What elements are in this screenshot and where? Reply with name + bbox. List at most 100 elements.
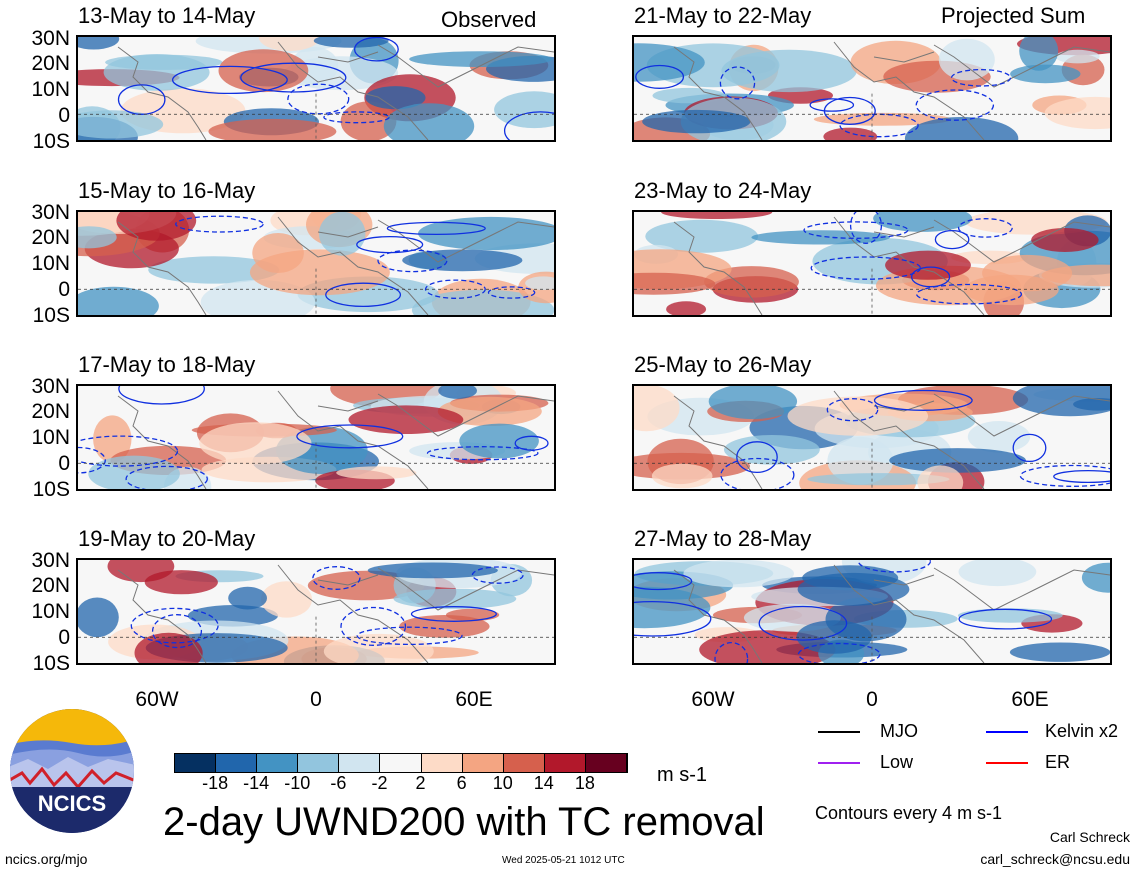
kelvin-contour xyxy=(839,113,919,138)
anomaly-shade xyxy=(958,560,1037,587)
footer-author: Carl Schreck xyxy=(1049,829,1130,845)
anomaly-shade xyxy=(873,212,973,232)
kelvin-contour xyxy=(117,84,166,115)
anomaly-shade xyxy=(144,570,218,595)
anomaly-shade xyxy=(438,386,477,399)
coastline xyxy=(117,41,554,140)
anomaly-shade xyxy=(807,473,950,486)
kelvin-contour xyxy=(958,608,1053,630)
kelvin-contour xyxy=(171,65,288,95)
anomaly-shade xyxy=(661,212,773,219)
logo-text: NCICS xyxy=(38,791,106,816)
anomaly-shade xyxy=(1010,64,1081,84)
anomaly-shade xyxy=(340,101,397,140)
kelvin-contour xyxy=(1019,464,1110,487)
anomaly-shade xyxy=(823,127,878,140)
coastline xyxy=(673,390,1110,489)
panel-title: 27-May to 28-May xyxy=(634,526,812,551)
map-field xyxy=(78,37,554,140)
coastline xyxy=(117,564,554,663)
anomaly-shade xyxy=(459,423,539,459)
kelvin-contour xyxy=(823,96,876,125)
colorbar-tick-label: 18 xyxy=(574,773,595,793)
kelvin-contour xyxy=(78,446,106,474)
main-title: 2-day UWND200 with TC removal xyxy=(163,800,765,844)
colorbar-tick-label: 2 xyxy=(415,773,426,793)
anomaly-shade xyxy=(437,396,542,426)
footer-url: ncics.org/mjo xyxy=(5,851,88,867)
panel-title: 13-May to 14-May xyxy=(78,3,256,28)
lat-label: 0 xyxy=(58,626,70,649)
kelvin-contour xyxy=(356,626,463,646)
anomaly-shade xyxy=(323,633,434,663)
anomaly-shade xyxy=(885,250,971,280)
panel-tag-observed: Observed xyxy=(441,7,537,32)
map-field xyxy=(634,386,1110,489)
lat-label: 10S xyxy=(32,652,70,675)
lon-label: 60W xyxy=(691,688,735,711)
map-panel xyxy=(76,35,556,142)
panel-title: 17-May to 18-May xyxy=(78,352,256,377)
anomaly-shade xyxy=(1044,96,1110,130)
lon-label: 60E xyxy=(1011,688,1049,711)
anomaly-shade xyxy=(148,256,280,284)
kelvin-contour xyxy=(736,441,778,474)
lat-label: 0 xyxy=(58,278,70,301)
anomaly-shade xyxy=(367,562,498,579)
anomaly-shade xyxy=(336,466,417,480)
anomaly-shade xyxy=(218,49,309,93)
legend-swatch-kelvin xyxy=(986,731,1028,733)
anomaly-shade xyxy=(258,37,320,52)
anomaly-shade xyxy=(116,212,197,241)
lat-label: 20N xyxy=(31,574,70,597)
kelvin-contour xyxy=(151,614,203,649)
kelvin-contour xyxy=(125,465,208,489)
lon-label: 0 xyxy=(866,688,878,711)
kelvin-contour xyxy=(915,283,1023,305)
anomaly-shade xyxy=(1009,642,1110,662)
lat-label: 10N xyxy=(31,600,70,623)
map-panel xyxy=(632,35,1112,142)
kelvin-contour xyxy=(719,66,756,100)
kelvin-contour xyxy=(118,386,205,405)
coastline xyxy=(673,41,1110,140)
anomaly-shade xyxy=(634,43,705,82)
kelvin-contour xyxy=(287,83,350,115)
kelvin-contour xyxy=(873,389,973,411)
anomaly-shade xyxy=(827,436,894,485)
anomaly-shade xyxy=(1081,562,1110,593)
kelvin-contour xyxy=(410,606,497,622)
anomaly-shade xyxy=(446,608,500,622)
map-field xyxy=(634,37,1110,140)
anomaly-shade xyxy=(78,286,159,315)
anomaly-shade xyxy=(494,91,554,129)
kelvin-contour xyxy=(312,566,361,590)
colorbar-cell xyxy=(298,754,340,772)
panel-title: 23-May to 24-May xyxy=(634,178,812,203)
anomaly-shade xyxy=(1031,228,1099,252)
lat-label: 0 xyxy=(58,104,70,127)
colorbar-cell xyxy=(175,754,217,772)
anomaly-shade xyxy=(409,51,553,67)
anomaly-shade xyxy=(88,455,180,489)
panel-title: 21-May to 22-May xyxy=(634,3,812,28)
lon-label: 0 xyxy=(310,688,322,711)
kelvin-contour xyxy=(325,282,402,308)
anomaly-shade xyxy=(78,226,117,249)
kelvin-contour xyxy=(353,37,399,62)
anomaly-shade xyxy=(319,212,366,256)
kelvin-contour xyxy=(809,98,855,112)
anomaly-shade xyxy=(666,301,707,315)
coastline xyxy=(673,216,1110,315)
anomaly-shade xyxy=(525,276,554,290)
colorbar-cell xyxy=(421,754,463,772)
anomaly-shade xyxy=(724,435,820,465)
lat-label: 10S xyxy=(32,478,70,501)
lat-label: 30N xyxy=(31,27,70,50)
kelvin-contour xyxy=(826,398,879,422)
kelvin-contour xyxy=(175,215,264,233)
legend-swatch-low xyxy=(818,762,860,764)
map-panel xyxy=(632,558,1112,665)
lat-label: 10N xyxy=(31,78,70,101)
legend-label-low: Low xyxy=(880,752,914,772)
